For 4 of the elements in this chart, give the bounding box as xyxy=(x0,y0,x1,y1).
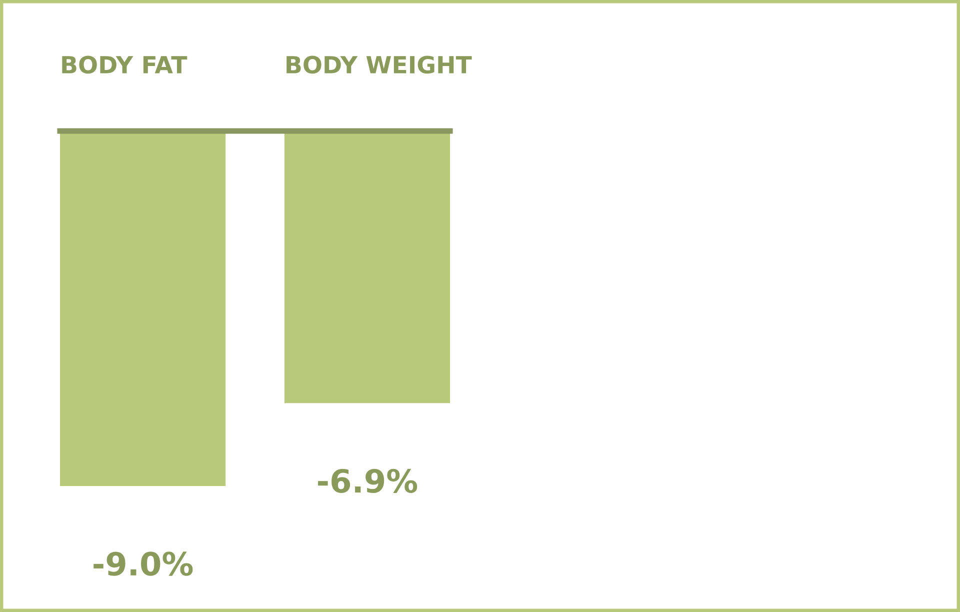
x-tick-label: BODY WEIGHT xyxy=(286,56,472,74)
x-tick-label: BODY FAT xyxy=(62,56,188,74)
data-label: -9.0% xyxy=(94,552,193,576)
data-label: -6.9% xyxy=(318,468,418,493)
